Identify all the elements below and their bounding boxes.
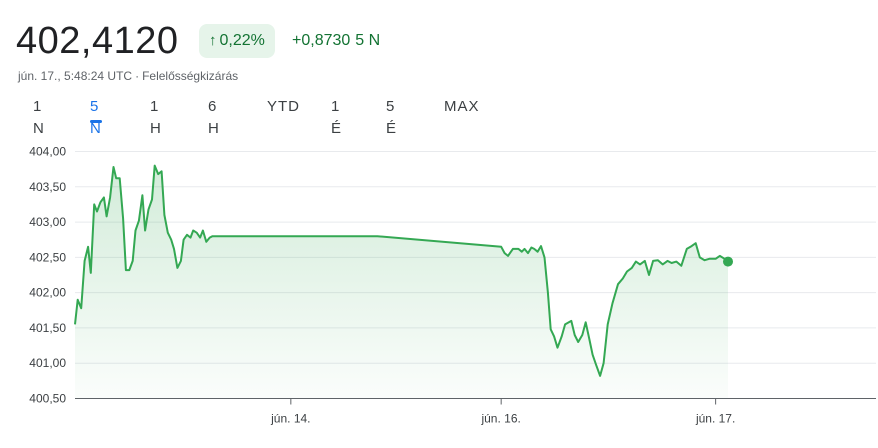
tab-1-month[interactable]: 1 H: [150, 98, 162, 137]
y-tick-label: 402,00: [29, 286, 66, 300]
price-area: [75, 165, 728, 399]
y-tick-label: 401,00: [29, 356, 66, 370]
current-price-dot: [723, 256, 733, 267]
tab-5-years[interactable]: 5 É: [386, 98, 398, 137]
change-percent: 0,22%: [219, 32, 265, 49]
x-tick-label: jún. 14.: [270, 412, 310, 426]
tab-ytd[interactable]: YTD: [267, 98, 300, 115]
change-percent-badge: ↑ 0,22%: [199, 24, 275, 58]
change-value-block: +0,8730 5 N: [292, 24, 380, 58]
change-period: 5 N: [355, 32, 381, 49]
tab-max[interactable]: MAX: [444, 98, 480, 115]
y-axis-labels: 404,00 403,50 403,00 402,50 402,00 401,50 401,…: [29, 145, 66, 406]
y-tick-label: 402,50: [29, 250, 66, 264]
x-axis: jún. 14. jún. 16. jún. 17.: [270, 398, 735, 426]
x-tick-label: jún. 17.: [695, 412, 735, 426]
meta-separator: ·: [135, 69, 140, 83]
current-price: 402,4120: [16, 20, 179, 62]
tab-1-year[interactable]: 1 É: [331, 98, 343, 137]
price-line: [74, 164, 729, 377]
y-tick-label: 404,00: [29, 145, 66, 159]
tab-1-day[interactable]: 1 N: [33, 98, 45, 137]
y-tick-label: 400,50: [29, 392, 66, 406]
tab-5-days[interactable]: 5 N: [90, 96, 102, 140]
timestamp: jún. 17., 5:48:24 UTC: [18, 69, 133, 83]
x-tick-label: jún. 16.: [480, 412, 520, 426]
tab-6-months[interactable]: 6 H: [208, 98, 220, 137]
y-tick-label: 403,50: [29, 180, 66, 194]
quote-meta: jún. 17., 5:48:24 UTC · Felelősségkizárás: [18, 68, 238, 84]
y-tick-label: 401,50: [29, 321, 66, 335]
disclaimer-link[interactable]: Felelősségkizárás: [142, 69, 239, 83]
arrow-up-icon: ↑: [209, 32, 217, 49]
y-tick-label: 403,00: [29, 215, 66, 229]
change-value: +0,8730: [292, 32, 351, 49]
